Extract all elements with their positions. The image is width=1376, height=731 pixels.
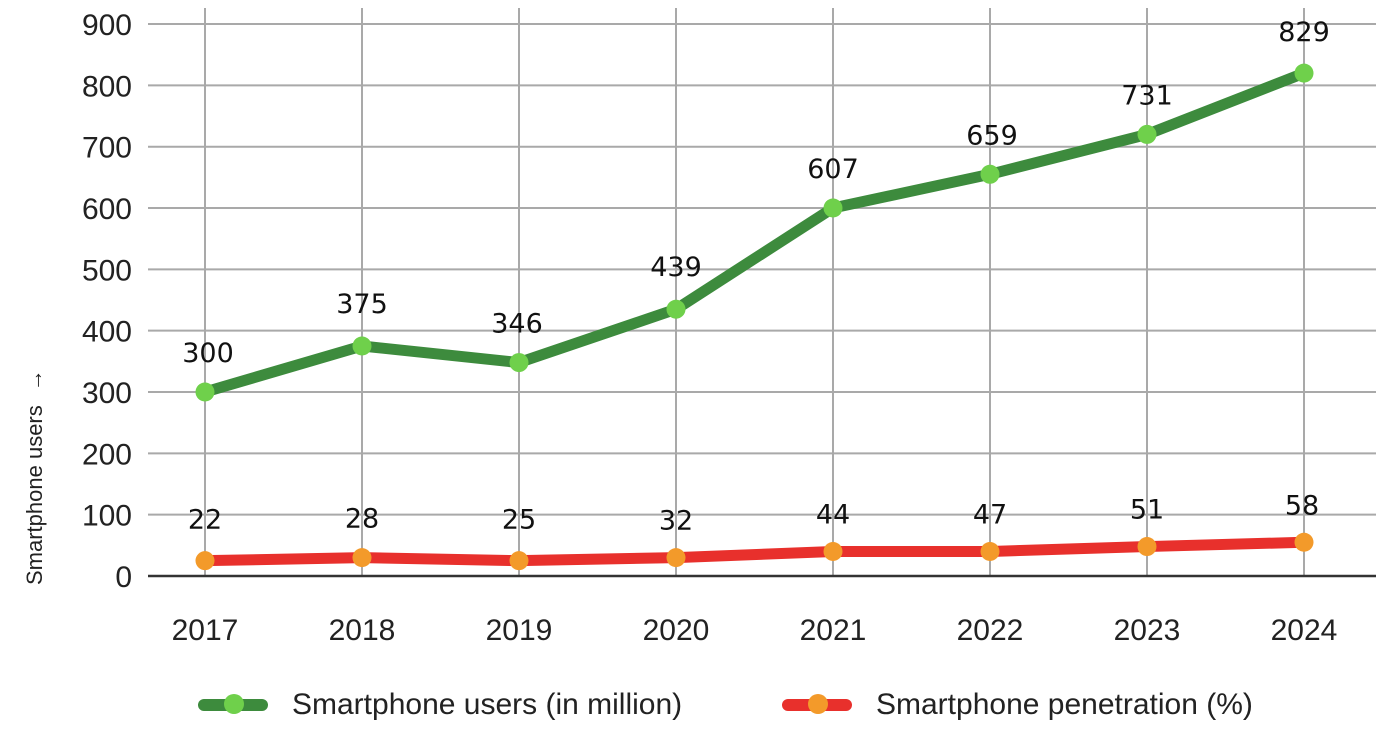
penetration-data-label: 25: [502, 505, 536, 536]
users-data-label: 375: [336, 289, 388, 320]
legend-marker-users: [224, 694, 244, 714]
y-tick-label: 700: [82, 132, 132, 165]
y-axis-ticks: 0 100 200 300 400 500 600 700 800 900: [82, 9, 132, 594]
series-layer: [195, 63, 1314, 571]
y-tick-label: 600: [82, 193, 132, 226]
y-tick-label: 900: [82, 9, 132, 42]
users-point: [352, 336, 372, 356]
x-tick-label: 2017: [172, 614, 239, 647]
y-tick-label: 0: [115, 561, 132, 594]
penetration-point: [666, 548, 686, 568]
users-point: [1294, 63, 1314, 83]
penetration-data-label: 32: [659, 506, 693, 537]
penetration-data-label: 28: [345, 504, 379, 535]
x-tick-label: 2024: [1271, 614, 1338, 647]
y-axis-title: Smartphone users→: [22, 369, 47, 585]
users-point: [195, 382, 215, 402]
users-point: [509, 353, 529, 373]
vertical-gridlines: [204, 8, 1305, 576]
users-data-label: 731: [1121, 80, 1173, 111]
users-data-label: 346: [491, 309, 543, 340]
users-point: [980, 164, 1000, 184]
x-tick-label: 2021: [800, 614, 867, 647]
y-tick-label: 200: [82, 438, 132, 471]
horizontal-gridlines: [148, 23, 1376, 516]
users-data-label: 439: [650, 252, 702, 283]
penetration-data-label: 51: [1130, 495, 1164, 526]
x-tick-label: 2023: [1114, 614, 1181, 647]
y-tick-label: 100: [82, 500, 132, 533]
users-data-label: 659: [966, 120, 1018, 151]
y-tick-label: 500: [82, 254, 132, 287]
penetration-point: [352, 548, 372, 568]
y-tick-label: 400: [82, 316, 132, 349]
penetration-data-label: 44: [816, 499, 850, 530]
x-tick-label: 2018: [329, 614, 396, 647]
users-data-label: 607: [807, 154, 859, 185]
x-tick-label: 2019: [486, 614, 553, 647]
legend-item-users: Smartphone users (in million): [198, 688, 682, 722]
x-tick-label: 2020: [643, 614, 710, 647]
users-point: [823, 198, 843, 218]
y-tick-label: 800: [82, 70, 132, 103]
penetration-data-label: 47: [973, 499, 1007, 530]
legend-label-penetration: Smartphone penetration (%): [876, 688, 1253, 721]
legend-swatch-users: [198, 694, 268, 714]
legend-item-penetration: Smartphone penetration (%): [782, 688, 1253, 722]
penetration-data-label: 58: [1285, 490, 1319, 521]
users-point: [666, 299, 686, 319]
users-point: [1137, 124, 1157, 144]
legend-label-users: Smartphone users (in million): [292, 688, 683, 721]
penetration-point: [1294, 532, 1314, 552]
users-data-label: 300: [182, 338, 234, 369]
penetration-point: [980, 541, 1000, 561]
x-axis-ticks: 2017 2018 2019 2020 2021 2022 2023 2024: [172, 614, 1338, 647]
data-labels: 300 375 346 439 607 659 731 829 22 28 25 32 44 47 51 58: [182, 17, 1330, 537]
penetration-point: [509, 551, 529, 571]
penetration-point: [823, 541, 843, 561]
penetration-line: [199, 536, 1310, 567]
legend-marker-penetration: [808, 694, 828, 714]
users-data-label: 829: [1278, 17, 1330, 48]
legend-swatch-penetration: [782, 694, 852, 714]
penetration-point: [195, 551, 215, 571]
penetration-point: [1137, 537, 1157, 557]
users-line: [199, 67, 1310, 398]
penetration-data-label: 22: [188, 505, 222, 536]
y-tick-label: 300: [82, 377, 132, 410]
x-tick-label: 2022: [957, 614, 1024, 647]
